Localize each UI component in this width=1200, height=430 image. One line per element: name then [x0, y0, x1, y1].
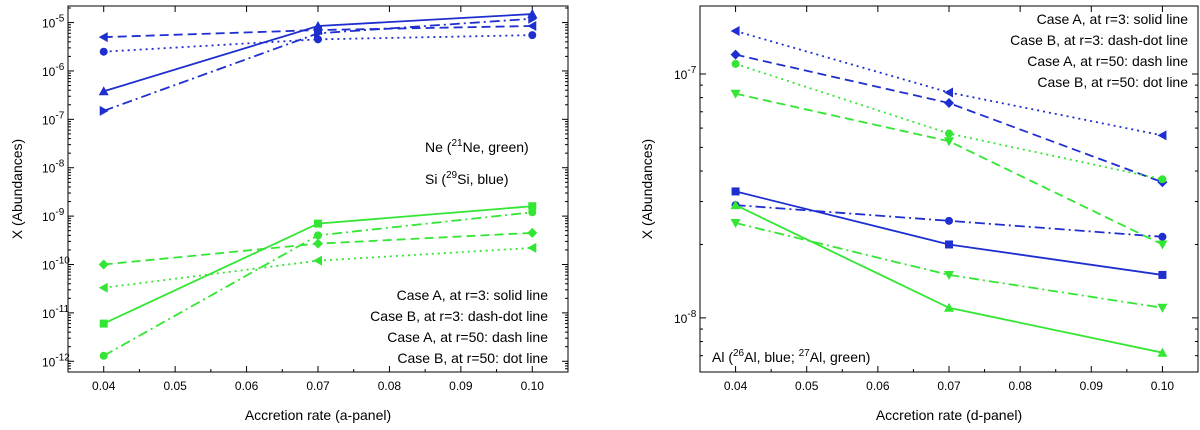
- legend-entry: Case A, at r=3: solid line: [397, 287, 549, 303]
- y-tick-label: 10-7: [42, 110, 65, 127]
- data-point-green-square: [314, 219, 322, 228]
- x-tick-label: 0.10: [1151, 379, 1175, 393]
- y-tick-label: 10-8: [42, 159, 65, 176]
- x-tick-label: 0.04: [724, 379, 748, 393]
- data-point-green-diamond: [527, 227, 538, 238]
- data-point-green-circle: [1158, 175, 1167, 184]
- isotope-annotation: Al (26Al, blue; 27Al, green): [712, 348, 870, 365]
- data-point-blue-circle: [314, 35, 322, 44]
- data-point-green-diamond: [313, 238, 323, 249]
- data-point-blue-triangle-left: [527, 20, 537, 31]
- panel-d: 0.04 0.05 0.06 0.07 0.08 0.09 0.10 10-8 10-7 Accr…: [639, 5, 1199, 423]
- data-point-green-triangle-left: [98, 282, 108, 293]
- data-point-blue-square: [1158, 270, 1167, 279]
- data-point-green-triangle-down: [730, 218, 741, 228]
- legend-entry: Case B, at r=3: dash-dot line: [1010, 32, 1188, 48]
- data-point-blue-circle: [1158, 232, 1167, 241]
- data-point-blue-triangle-up: [98, 86, 109, 96]
- legend-entry: Case B, at r=50: dot line: [1037, 74, 1188, 90]
- data-point-blue-diamond: [730, 49, 741, 60]
- data-point-green-circle: [945, 129, 953, 138]
- legend-entry: Case B, at r=3: dash-dot line: [370, 308, 548, 324]
- y-tick-label: 10-11: [42, 304, 70, 321]
- data-point-green-triangle-up: [1157, 347, 1168, 357]
- series-line-green-dashdot: [735, 222, 1163, 309]
- x-tick-label: 0.08: [1008, 379, 1032, 393]
- x-axis-label: Accretion rate (d-panel): [876, 407, 1022, 423]
- y-axis-label: X (Abundances): [9, 139, 25, 239]
- isotope-annotation: Ne (21Ne, green): [425, 138, 529, 155]
- data-point-green-diamond: [98, 259, 109, 270]
- data-point-green-triangle-down: [1157, 303, 1168, 313]
- y-axis-label: X (Abundances): [639, 139, 655, 239]
- y-tick-label: 10-7: [674, 65, 697, 82]
- data-point-green-circle: [314, 231, 322, 240]
- data-point-blue-circle: [945, 216, 953, 225]
- data-point-blue-circle: [528, 31, 537, 40]
- x-tick-label: 0.09: [449, 379, 473, 393]
- y-tick-label: 10-8: [674, 309, 697, 326]
- x-tick-label: 0.07: [937, 379, 961, 393]
- legend-entry: Case A, at r=3: solid line: [1037, 11, 1189, 27]
- data-point-green-square: [99, 319, 108, 328]
- y-tick-label: 10-9: [42, 207, 65, 224]
- legend-entry: Case B, at r=50: dot line: [397, 350, 548, 366]
- x-tick-label: 0.07: [306, 379, 330, 393]
- data-point-blue-triangle-right: [528, 13, 538, 24]
- data-point-green-triangle-up: [944, 302, 954, 312]
- x-tick-label: 0.06: [866, 379, 890, 393]
- x-tick-label: 0.10: [521, 379, 545, 393]
- y-tick-label: 10-6: [42, 62, 65, 79]
- data-point-blue-triangle-left: [313, 25, 322, 36]
- panel-a: 0.04 0.05 0.06 0.07 0.08 0.09 0.10 10-12 10-11 10…: [9, 5, 569, 423]
- legend-entry: Case A, at r=50: dash line: [1027, 53, 1188, 69]
- data-point-green-circle: [731, 59, 740, 68]
- data-point-green-triangle-down: [730, 89, 741, 99]
- data-point-blue-triangle-left: [944, 87, 953, 98]
- isotope-annotation: Si (29Si, blue): [425, 170, 508, 187]
- x-tick-label: 0.08: [378, 379, 402, 393]
- series-line-green-dot: [103, 247, 533, 289]
- x-tick-label: 0.05: [795, 379, 819, 393]
- data-point-green-circle: [99, 351, 108, 360]
- x-axis-label: Accretion rate (a-panel): [245, 407, 391, 423]
- data-point-blue-square: [731, 187, 740, 196]
- data-point-blue-square: [945, 240, 953, 249]
- y-tick-label: 10-10: [42, 255, 70, 272]
- x-tick-label: 0.04: [92, 379, 116, 393]
- data-point-green-triangle-down: [1157, 240, 1168, 250]
- legend-entry: Case A, at r=50: dash line: [387, 329, 548, 345]
- series-line-blue-solid: [735, 190, 1163, 276]
- y-tick-label: 10-5: [42, 14, 65, 31]
- data-point-green-triangle-down: [944, 137, 954, 147]
- data-point-green-triangle-up: [730, 200, 741, 210]
- x-tick-label: 0.05: [163, 379, 187, 393]
- x-tick-label: 0.09: [1080, 379, 1104, 393]
- data-point-green-circle: [528, 208, 537, 217]
- y-tick-label: 10-12: [42, 352, 70, 369]
- data-point-green-triangle-down: [944, 270, 954, 280]
- data-point-blue-diamond: [944, 98, 954, 109]
- data-point-green-square: [528, 202, 537, 211]
- x-tick-label: 0.06: [235, 379, 259, 393]
- data-point-green-triangle-left: [313, 255, 322, 266]
- data-point-blue-triangle-left: [730, 26, 740, 37]
- data-point-green-triangle-left: [527, 242, 537, 253]
- data-point-blue-triangle-left: [98, 32, 108, 43]
- data-point-blue-circle: [99, 47, 108, 56]
- data-point-blue-triangle-right: [99, 105, 109, 116]
- data-point-blue-triangle-left: [1157, 130, 1167, 141]
